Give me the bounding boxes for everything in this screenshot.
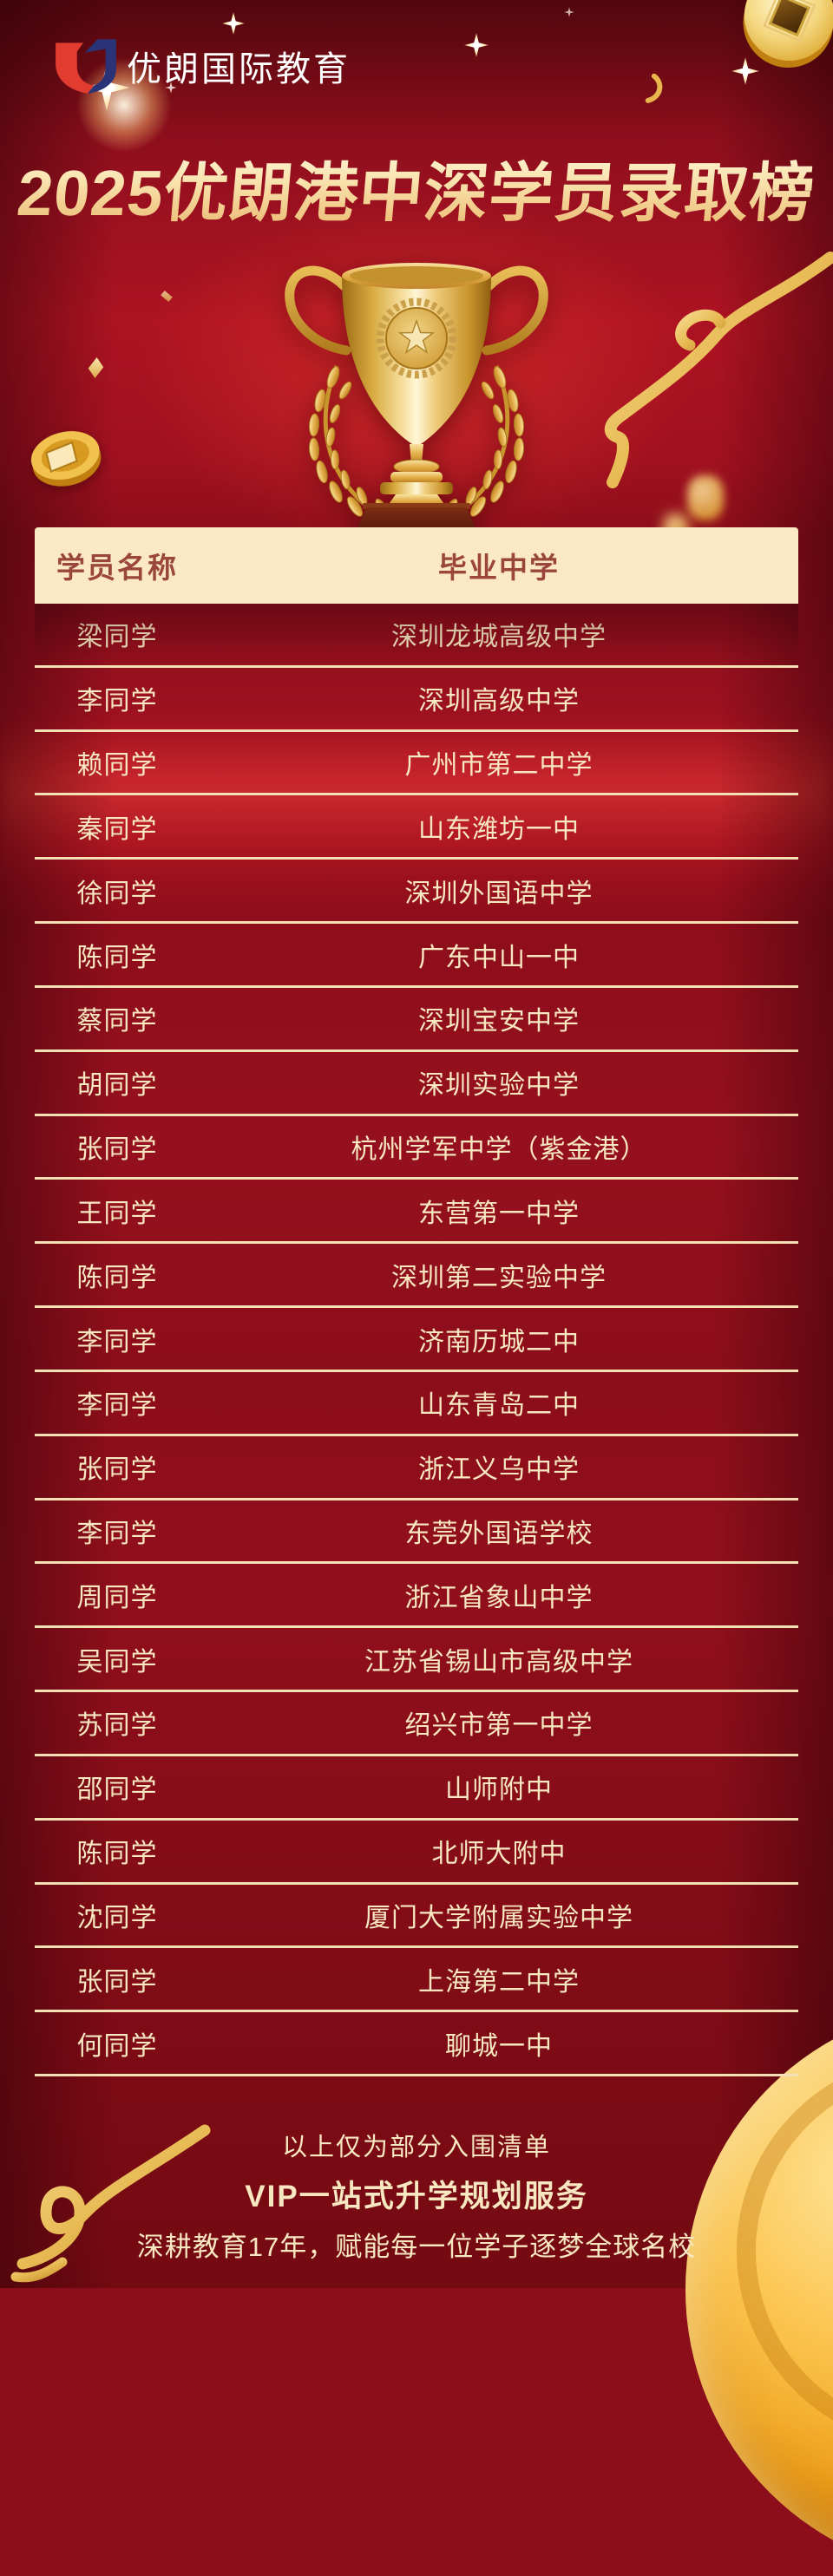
student-name-cell: 梁同学 [76,623,158,652]
school-cell: 厦门大学附属实验中学 [364,1903,633,1932]
student-name-cell: 蔡同学 [76,1007,158,1036]
school-cell: 浙江省象山中学 [404,1583,594,1612]
student-name-cell: 李同学 [76,687,158,716]
gold-curl-icon [645,73,663,103]
school-cell: 深圳第二实验中学 [391,1263,607,1292]
page-title: 2025优朗港中深学员录取榜 [0,141,833,234]
table-row: 赖同学 广州市第二中学 [35,732,798,796]
ribbon-icon [604,252,833,488]
school-cell: 深圳高级中学 [418,687,580,716]
table-row: 李同学 深圳高级中学 [35,668,798,732]
school-cell: 深圳外国语中学 [404,879,594,908]
student-name-cell: 张同学 [76,1455,158,1485]
table-body: 梁同学 深圳龙城高级中学 李同学 深圳高级中学 赖同学 广州市第二中学 秦同学 山东潍坊… [35,604,798,2077]
u-logo-icon [56,39,116,94]
table-row: 苏同学 绍兴市第一中学 [35,1692,798,1756]
student-name-cell: 吴同学 [76,1647,158,1677]
table-row: 李同学 东莞外国语学校 [35,1500,798,1565]
school-cell: 广东中山一中 [418,943,580,972]
student-name-cell: 张同学 [76,1135,158,1165]
student-name-cell: 赖同学 [76,751,158,781]
table-row: 何同学 聊城一中 [35,2012,798,2077]
school-cell: 济南历城二中 [418,1327,580,1357]
student-name-cell: 何同学 [76,2031,158,2061]
student-name-cell: 张同学 [76,1967,158,1997]
table-row: 沈同学 厦门大学附属实验中学 [35,1885,798,1949]
ribbon-icon [10,2124,211,2283]
school-cell: 深圳实验中学 [418,1071,580,1101]
trophy-icon [285,263,548,541]
footer: 以上仅为部分入围清单 VIP一站式升学规划服务 深耕教育17年，赋能每一位学子逐… [0,2127,833,2264]
table-row: 李同学 济南历城二中 [35,1308,798,1372]
student-name-cell: 陈同学 [76,943,158,972]
student-name-cell: 王同学 [76,1199,158,1228]
table-row: 梁同学 深圳龙城高级中学 [35,604,798,668]
student-name-cell: 陈同学 [76,1263,158,1292]
bokeh-confetti [687,475,724,520]
table-row: 王同学 东营第一中学 [35,1180,798,1245]
school-cell: 东莞外国语学校 [404,1520,594,1548]
footer-line-1: 以上仅为部分入围清单 [281,2134,551,2161]
student-name-cell: 李同学 [76,1391,158,1421]
school-cell: 深圳龙城高级中学 [391,623,607,652]
student-name-cell: 李同学 [76,1520,158,1548]
table-header: 学员名称 毕业中学 [35,527,798,604]
school-cell: 广州市第二中学 [404,751,594,781]
school-cell: 山东潍坊一中 [418,814,580,844]
school-cell: 江苏省锡山市高级中学 [364,1647,633,1677]
school-cell: 上海第二中学 [418,1967,580,1997]
school-cell: 杭州学军中学（紫金港） [351,1135,647,1165]
brand-name: 优朗国际教育 [127,50,351,88]
table-row: 秦同学 山东潍坊一中 [35,795,798,860]
table-row: 徐同学 深圳外国语中学 [35,860,798,925]
header-student-name: 学员名称 [56,552,178,584]
student-name-cell: 陈同学 [76,1840,158,1869]
table-row: 张同学 上海第二中学 [35,1948,798,2013]
school-cell: 山东青岛二中 [418,1391,580,1421]
admission-table: 学员名称 毕业中学 梁同学 深圳龙城高级中学 李同学 深圳高级中学 赖同学 广州市第二… [35,527,798,2077]
table-row: 陈同学 深圳第二实验中学 [35,1244,798,1309]
table-row: 张同学 杭州学军中学（紫金港） [35,1116,798,1180]
table-row: 邵同学 山师附中 [35,1756,798,1821]
gold-coin-icon [30,431,102,487]
student-name-cell: 徐同学 [76,879,158,908]
brand-logo: 优朗国际教育 [52,36,351,95]
table-row: 陈同学 广东中山一中 [35,924,798,988]
table-row: 胡同学 深圳实验中学 [35,1052,798,1116]
student-name-cell: 李同学 [76,1327,158,1357]
table-row: 周同学 浙江省象山中学 [35,1564,798,1629]
student-name-cell: 胡同学 [76,1071,158,1101]
footer-line-3: 深耕教育17年，赋能每一位学子逐梦全球名校 [136,2232,697,2262]
table-row: 李同学 山东青岛二中 [35,1372,798,1436]
student-name-cell: 秦同学 [76,814,158,844]
school-cell: 深圳宝安中学 [418,1007,580,1036]
header-school: 毕业中学 [438,552,560,584]
student-name-cell: 周同学 [76,1583,158,1612]
table-row: 张同学 浙江义乌中学 [35,1436,798,1500]
school-cell: 山师附中 [445,1775,553,1805]
lens-flare [76,57,172,153]
table-row: 吴同学 江苏省锡山市高级中学 [35,1628,798,1693]
student-name-cell: 沈同学 [76,1903,158,1932]
table-row: 陈同学 北师大附中 [35,1821,798,1885]
school-cell: 聊城一中 [445,2031,553,2061]
school-cell: 东营第一中学 [418,1199,580,1228]
student-name-cell: 邵同学 [76,1775,158,1805]
footer-line-2: VIP一站式升学规划服务 [245,2180,588,2213]
student-name-cell: 苏同学 [76,1711,158,1741]
school-cell: 绍兴市第一中学 [404,1711,594,1741]
gold-coin-icon [743,0,833,68]
table-row: 蔡同学 深圳宝安中学 [35,988,798,1052]
school-cell: 北师大附中 [431,1840,567,1869]
school-cell: 浙江义乌中学 [418,1455,580,1485]
